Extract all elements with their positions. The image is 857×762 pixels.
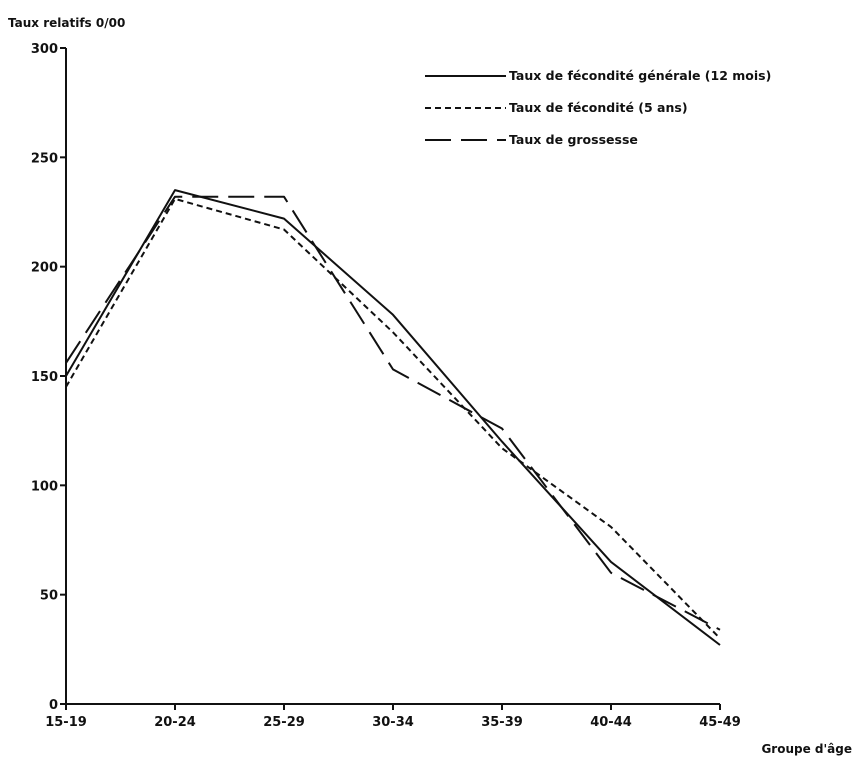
y-tick-label: 0 (49, 698, 58, 713)
legend-label-2: Taux de fécondité (5 ans) (509, 100, 688, 115)
series-line-1 (65, 189, 721, 646)
legend-label-1: Taux de fécondité générale (12 mois) (509, 68, 771, 83)
chart-series (65, 189, 721, 646)
x-tick-label: 30-34 (372, 715, 414, 730)
series-line-3 (65, 195, 721, 631)
y-axis-title: Taux relatifs 0/00 (8, 16, 125, 30)
y-tick-label: 150 (31, 370, 58, 385)
y-tick-label: 300 (31, 42, 58, 57)
x-tick-label: 25-29 (263, 715, 305, 730)
y-tick-label: 100 (31, 479, 58, 494)
legend-label-3: Taux de grossesse (509, 132, 638, 147)
y-tick-label: 200 (31, 261, 58, 276)
x-tick-label: 15-19 (45, 715, 87, 730)
x-tick-label: 40-44 (590, 715, 632, 730)
y-tick-label: 50 (40, 589, 58, 604)
chart-axes: 0 50 100 150 200 250 300 15-19 20-24 25-29 30-34 35… (31, 42, 741, 730)
series-line-2 (65, 197, 721, 640)
x-tick-label: 35-39 (481, 715, 523, 730)
x-axis-title: Groupe d'âge (761, 742, 852, 756)
x-tick-label: 45-49 (699, 715, 741, 730)
chart-legend: Taux de fécondité générale (12 mois) Taux… (425, 68, 771, 147)
y-tick-label: 250 (31, 151, 58, 166)
x-tick-label: 20-24 (154, 715, 196, 730)
